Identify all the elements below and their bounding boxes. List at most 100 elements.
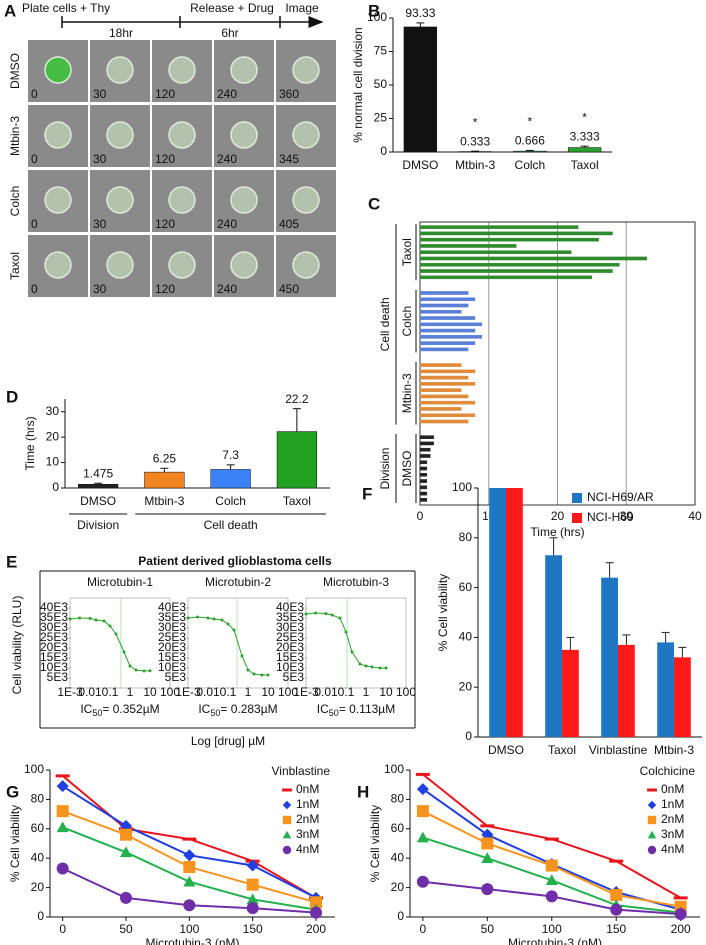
value-label: 93.33 [405, 6, 435, 20]
y-tick-label: 100 [384, 762, 404, 776]
x-axis-label: Time (hrs) [530, 525, 584, 539]
marker [481, 837, 494, 850]
cell [168, 251, 196, 279]
marker [120, 846, 132, 858]
marker [674, 908, 687, 921]
y-tick-label: 40 [31, 850, 45, 864]
marker [246, 902, 259, 915]
panel-letter: C [368, 194, 380, 213]
subplot-title: Microtubin-2 [205, 575, 271, 589]
y-tick-label: 0 [52, 480, 59, 494]
y-tick-label: 100 [452, 480, 472, 494]
legend-marker [282, 788, 292, 792]
legend-label: 3nM [661, 827, 684, 841]
data-point [232, 628, 236, 632]
y-axis-label: Time (hrs) [23, 416, 37, 470]
marker [481, 883, 494, 896]
timeline-label: Release + Drug [190, 1, 274, 15]
x-tick-label: 1E-3 [57, 685, 83, 699]
time-label: 0 [31, 217, 38, 231]
ic50-subscript: 50 [210, 708, 220, 718]
bar [562, 649, 579, 737]
y-tick-label: 35E3 [158, 610, 186, 624]
bar [419, 291, 469, 295]
y-tick-label: 15E3 [40, 650, 68, 664]
data-point [102, 619, 106, 623]
x-tick-label: 0.01 [314, 685, 338, 699]
cell [106, 121, 134, 149]
x-tick-label: Mtbin-3 [144, 494, 184, 508]
x-tick-label: 30 [620, 509, 634, 523]
ic50-value: = 0.283µM [220, 702, 277, 716]
x-tick-label: 200 [671, 922, 691, 936]
cell [44, 251, 72, 279]
time-label: 240 [217, 152, 237, 166]
x-tick-label: DMSO [80, 494, 116, 508]
value-label: 1.475 [83, 466, 113, 480]
time-label: 360 [279, 87, 299, 101]
legend-marker [647, 830, 657, 839]
marker [610, 903, 623, 916]
x-tick-label: Mtbin-3 [455, 158, 495, 172]
bar [419, 400, 476, 405]
significance: * [473, 115, 478, 129]
bar [506, 488, 523, 737]
marker [310, 906, 322, 919]
cell [168, 186, 196, 214]
data-point [122, 650, 126, 654]
group-label: Division [77, 518, 119, 532]
y-tick-label: 10E3 [40, 660, 68, 674]
cell [292, 121, 320, 149]
marker [416, 831, 429, 843]
x-tick-label: 10 [261, 685, 275, 699]
ic50-prefix: IC [198, 702, 210, 716]
ic50-value: = 0.352µM [102, 702, 159, 716]
significance: * [582, 110, 587, 124]
value-label: 3.333 [570, 129, 600, 143]
series-label: Mtbin-3 [400, 373, 414, 413]
y-tick-label: 40 [391, 850, 405, 864]
x-tick-label: 1 [245, 685, 252, 699]
bar [419, 237, 599, 242]
data-point [148, 669, 152, 673]
x-tick-label: Taxol [548, 743, 576, 757]
data-point [186, 616, 190, 620]
y-tick-label: 5E3 [283, 670, 305, 684]
marker [416, 783, 429, 796]
legend-label: 0nM [661, 782, 684, 796]
marker [183, 899, 196, 912]
bar [419, 335, 483, 339]
marker [56, 780, 69, 793]
x-tick-label: 0.01 [196, 685, 220, 699]
data-point [134, 668, 138, 672]
cell [106, 251, 134, 279]
bar [419, 256, 648, 261]
timeline-label: 6hr [221, 26, 238, 40]
y-tick-label: 80 [459, 530, 473, 544]
bar [419, 275, 593, 280]
panel-letter: H [357, 782, 369, 801]
y-tick-label: 50 [374, 77, 388, 91]
y-tick-label: 20 [31, 880, 45, 894]
y-tick-label: 25 [374, 111, 388, 125]
ic50-subscript: 50 [92, 708, 102, 718]
y-tick-label: 25E3 [158, 630, 186, 644]
ic50-prefix: IC [80, 702, 92, 716]
fit-curve [305, 612, 386, 669]
x-tick-label: DMSO [488, 743, 524, 757]
marker [416, 875, 429, 888]
y-tick-label: 10 [46, 455, 60, 469]
bar [489, 488, 506, 737]
bar [419, 454, 431, 458]
y-tick-label: 20 [46, 429, 60, 443]
data-point [246, 668, 250, 672]
panel-letter: D [6, 387, 18, 406]
cell [230, 121, 258, 149]
ic50-subscript: 50 [329, 708, 339, 718]
series-label: DMSO [400, 451, 414, 487]
marker [480, 824, 495, 828]
value-label: 6.25 [153, 451, 177, 465]
bar [419, 485, 428, 490]
bar [674, 657, 691, 737]
